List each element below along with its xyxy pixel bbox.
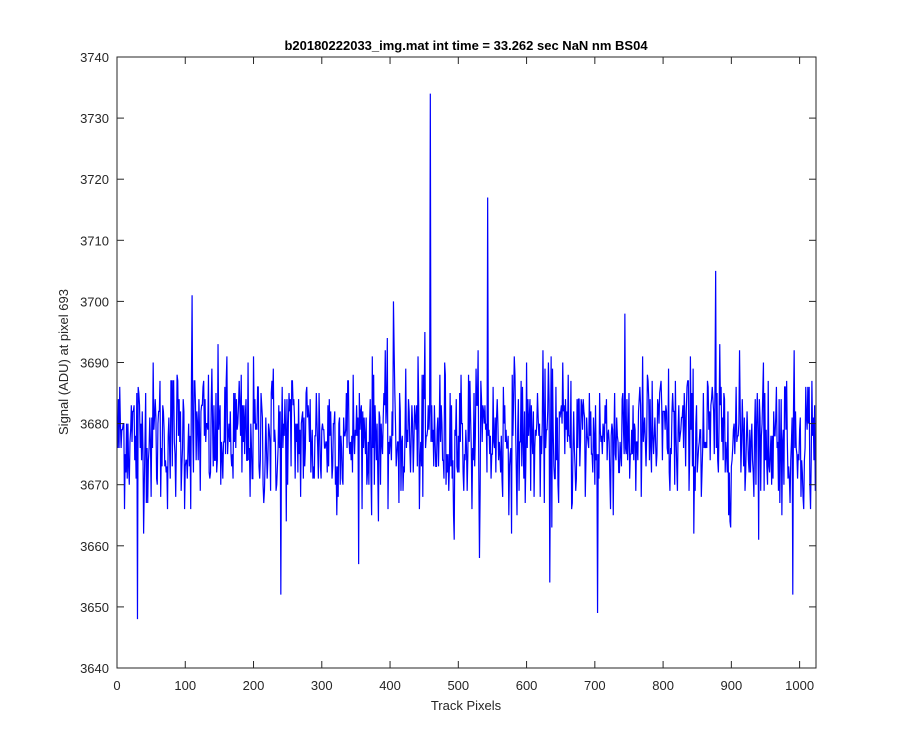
y-tick-label: 3670 xyxy=(80,478,109,493)
x-axis: 0 100 200 300 400 500 600 700 800 900 1000 xyxy=(113,57,814,693)
x-tick-label: 300 xyxy=(311,678,333,693)
y-tick-label: 3640 xyxy=(80,661,109,676)
x-tick-label: 500 xyxy=(447,678,469,693)
y-tick-label: 3650 xyxy=(80,600,109,615)
x-tick-label: 800 xyxy=(652,678,674,693)
y-tick-label: 3730 xyxy=(80,111,109,126)
y-axis: 3640 3650 3660 3670 3680 3690 3700 3710 3720 3730… xyxy=(80,50,816,676)
y-tick-label: 3690 xyxy=(80,356,109,371)
y-tick-label: 3740 xyxy=(80,50,109,65)
series-line xyxy=(117,93,817,620)
x-tick-label: 200 xyxy=(243,678,265,693)
y-tick-label: 3660 xyxy=(80,539,109,554)
x-tick-label: 0 xyxy=(113,678,120,693)
y-tick-label: 3720 xyxy=(80,172,109,187)
y-tick-label: 3710 xyxy=(80,233,109,248)
series-layer xyxy=(117,93,817,620)
x-tick-label: 100 xyxy=(174,678,196,693)
x-tick-label: 400 xyxy=(379,678,401,693)
x-tick-label: 700 xyxy=(584,678,606,693)
x-tick-label: 600 xyxy=(516,678,538,693)
y-axis-label: Signal (ADU) at pixel 693 xyxy=(56,289,71,435)
x-tick-label: 900 xyxy=(721,678,743,693)
y-tick-label: 3680 xyxy=(80,417,109,432)
chart-title: b20180222033_img.mat int time = 33.262 s… xyxy=(284,38,648,53)
x-axis-label: Track Pixels xyxy=(431,698,502,713)
plot-area xyxy=(117,57,816,668)
y-tick-label: 3700 xyxy=(80,294,109,309)
x-tick-label: 1000 xyxy=(785,678,814,693)
